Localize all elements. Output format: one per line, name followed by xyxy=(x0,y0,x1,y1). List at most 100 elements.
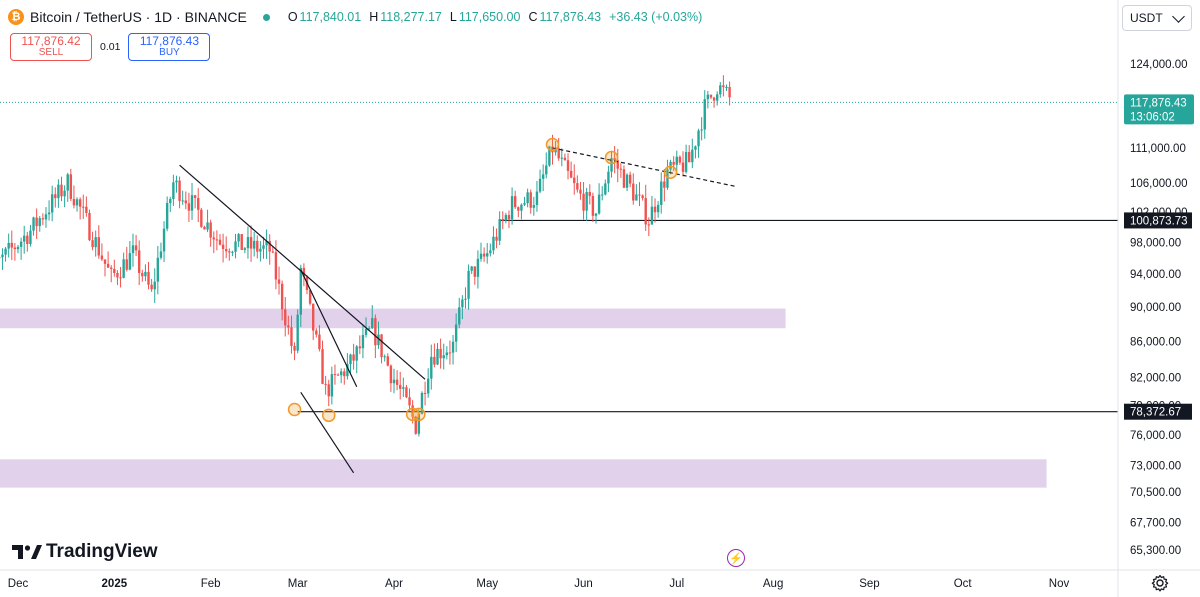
candle-down xyxy=(405,387,408,398)
y-tick-label: 73,000.00 xyxy=(1130,461,1181,473)
symbol-title[interactable]: Bitcoin / TetherUS · 1D · BINANCE xyxy=(30,9,247,25)
candle-down xyxy=(678,156,682,163)
currency-dropdown[interactable]: USDT xyxy=(1122,5,1192,31)
candle-down xyxy=(134,245,138,251)
candle-down xyxy=(78,199,82,207)
candle-down xyxy=(187,203,191,211)
candle-down xyxy=(209,222,212,238)
candle-up xyxy=(330,374,334,397)
candle-down xyxy=(616,160,619,169)
candle-down xyxy=(439,348,442,359)
candle-down xyxy=(91,240,94,248)
candle-down xyxy=(529,192,532,208)
candle-up xyxy=(265,240,268,246)
candle-up xyxy=(364,328,368,335)
candle-down xyxy=(119,277,122,279)
lightning-icon[interactable]: ⚡ xyxy=(727,549,745,567)
candle-down xyxy=(302,267,306,277)
candle-down xyxy=(374,318,377,346)
x-tick-label: Jul xyxy=(669,578,684,590)
candle-up xyxy=(560,157,564,159)
candle-down xyxy=(321,349,324,384)
candle-up xyxy=(675,156,678,165)
candle-down xyxy=(566,160,570,171)
candle-down xyxy=(184,200,188,204)
level-price-label: 78,372.67 xyxy=(1130,407,1181,419)
candle-up xyxy=(128,253,132,270)
y-tick-label: 98,000.00 xyxy=(1130,237,1181,249)
chevron-down-icon xyxy=(1172,10,1185,23)
brand-name: TradingView xyxy=(46,541,158,562)
candle-up xyxy=(523,203,526,205)
support-zone xyxy=(0,308,786,329)
candle-down xyxy=(240,234,243,250)
candle-up xyxy=(169,199,172,204)
candle-up xyxy=(706,94,710,100)
candle-down xyxy=(408,397,411,406)
candle-up xyxy=(156,257,160,282)
candle-up xyxy=(694,146,697,150)
candle-up xyxy=(172,182,175,200)
candle-up xyxy=(451,341,455,353)
candle-down xyxy=(13,247,17,250)
candle-up xyxy=(7,242,10,249)
candle-down xyxy=(380,334,383,358)
candle-up xyxy=(719,85,722,95)
sell-button[interactable]: 117,876.42 SELL xyxy=(10,33,92,61)
high-value: 118,277.17 xyxy=(380,10,442,24)
high-label: H xyxy=(369,10,379,24)
candle-down xyxy=(290,327,293,346)
chart-header: ₿ Bitcoin / TetherUS · 1D · BINANCE O 11… xyxy=(8,6,708,28)
candle-down xyxy=(517,207,520,211)
candle-down xyxy=(82,206,85,208)
candle-down xyxy=(88,212,91,241)
gear-icon[interactable] xyxy=(1150,573,1170,593)
candle-up xyxy=(23,235,26,242)
candle-up xyxy=(520,204,523,211)
pivot-marker xyxy=(604,150,619,165)
open-value: 117,840.01 xyxy=(299,10,362,24)
candle-down xyxy=(482,253,486,257)
candle-down xyxy=(414,416,417,434)
y-tick-label: 90,000.00 xyxy=(1130,302,1181,314)
candle-up xyxy=(0,257,1,259)
candle-down xyxy=(411,405,414,417)
x-tick-label: Nov xyxy=(1049,578,1070,590)
candle-up xyxy=(122,259,125,278)
pivot-marker xyxy=(321,408,336,423)
candle-down xyxy=(200,209,203,227)
x-tick-label: Mar xyxy=(288,578,308,590)
candle-down xyxy=(60,184,63,197)
candle-down xyxy=(619,168,623,170)
close-label: C xyxy=(528,10,538,24)
candle-up xyxy=(262,245,265,249)
tradingview-logo: TradingView xyxy=(12,541,158,563)
candle-down xyxy=(110,267,113,269)
candle-down xyxy=(193,195,197,198)
buy-price: 117,876.43 xyxy=(139,34,200,48)
x-tick-label: Oct xyxy=(954,578,973,590)
candle-up xyxy=(361,334,365,349)
candle-up xyxy=(346,364,349,377)
candle-down xyxy=(249,237,253,249)
candle-up xyxy=(430,356,433,379)
candle-down xyxy=(551,146,554,153)
candle-up xyxy=(458,307,461,325)
markers-layer xyxy=(287,137,678,423)
candle-up xyxy=(377,334,380,346)
tradingview-mark-icon xyxy=(12,545,42,559)
zones-layer xyxy=(0,308,1047,488)
candle-up xyxy=(206,222,209,230)
candle-down xyxy=(507,215,511,220)
candle-up xyxy=(19,241,23,247)
candle-up xyxy=(470,266,473,271)
buy-button[interactable]: 117,876.43 BUY xyxy=(128,33,211,61)
candle-down xyxy=(423,392,427,394)
low-value: 117,650.00 xyxy=(458,10,521,24)
candle-down xyxy=(137,250,141,273)
candle-up xyxy=(50,194,54,213)
candle-up xyxy=(402,387,405,389)
candle-down xyxy=(103,259,107,264)
level-price-tag xyxy=(1124,212,1192,229)
